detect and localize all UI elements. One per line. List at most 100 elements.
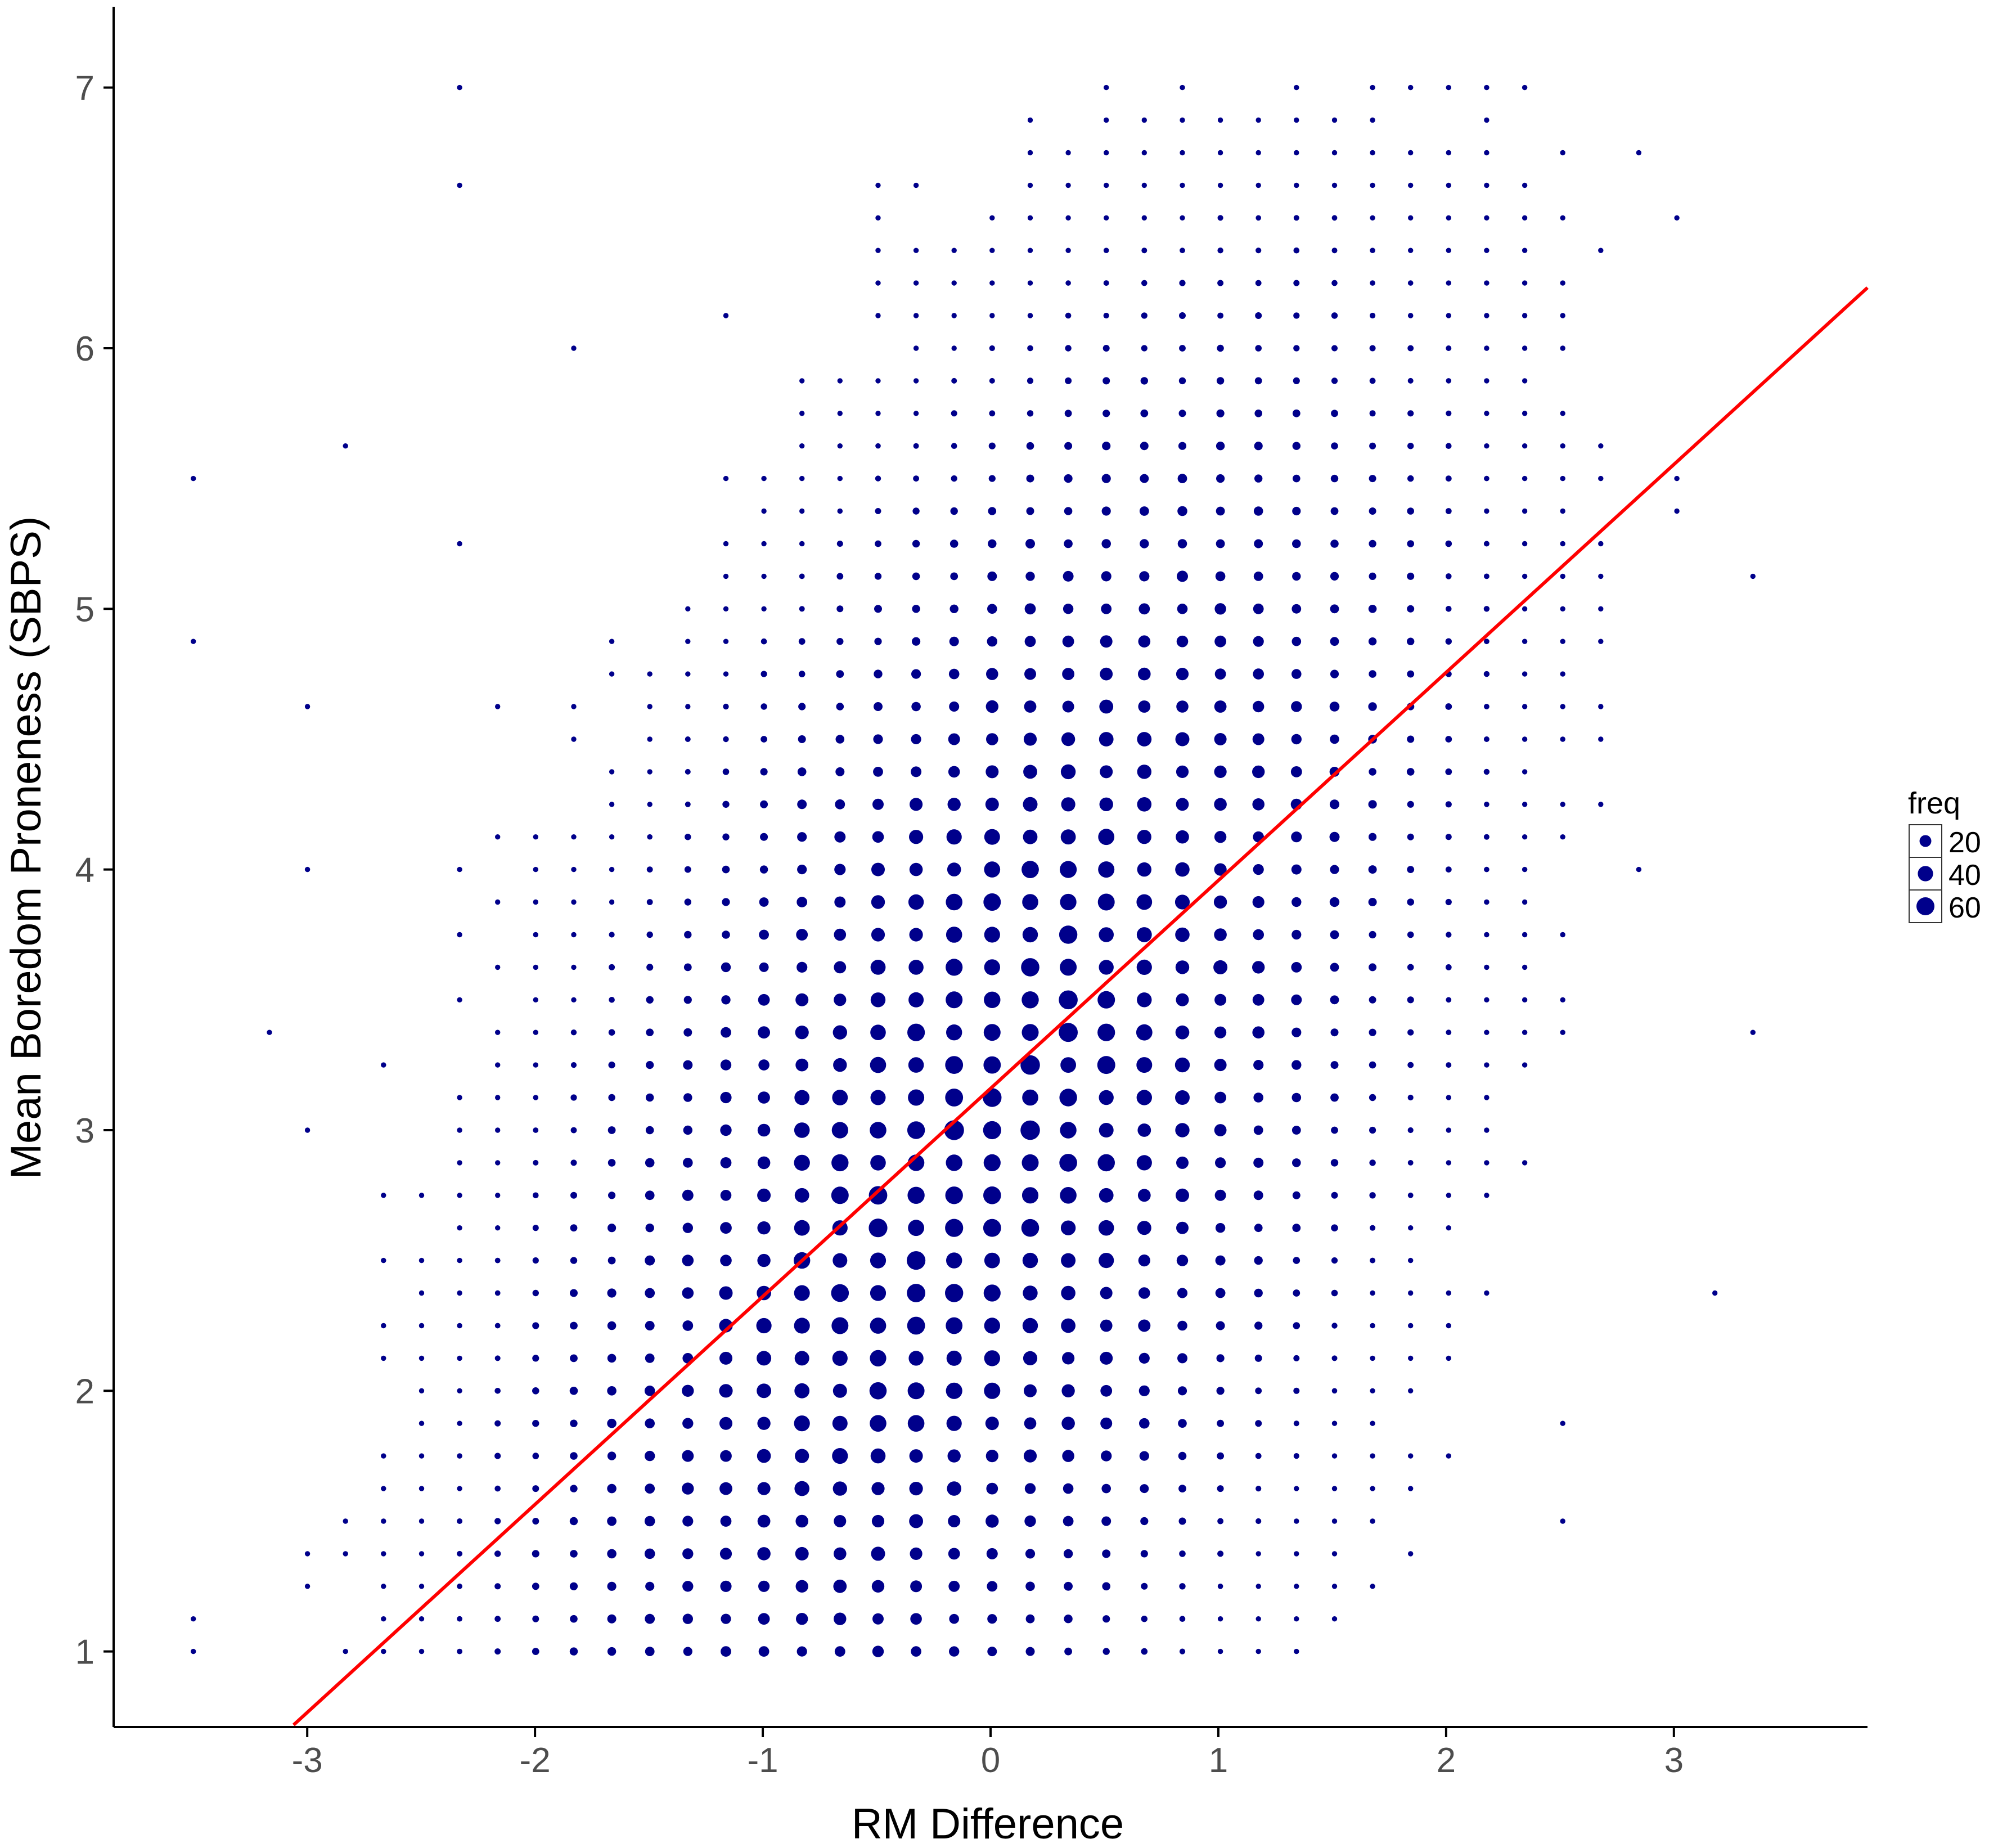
data-point xyxy=(191,639,196,644)
data-point xyxy=(608,1191,616,1199)
data-point xyxy=(457,1095,462,1100)
data-point xyxy=(1598,573,1604,579)
data-point xyxy=(1021,1218,1040,1237)
data-point xyxy=(1214,733,1227,745)
data-point xyxy=(607,1451,616,1460)
data-point xyxy=(1179,1550,1186,1557)
data-point xyxy=(1061,1417,1075,1430)
data-point xyxy=(1292,897,1302,907)
y-tick-label: 6 xyxy=(75,330,94,368)
data-point xyxy=(1560,475,1565,482)
data-point xyxy=(1180,150,1185,156)
data-point xyxy=(569,1582,578,1590)
data-point xyxy=(908,992,924,1008)
data-point xyxy=(1331,1584,1338,1589)
data-point xyxy=(1256,1486,1262,1492)
data-point xyxy=(1370,1486,1375,1491)
data-point xyxy=(685,834,691,840)
data-point xyxy=(1408,215,1414,221)
data-point xyxy=(1024,1417,1037,1429)
data-point xyxy=(720,1059,732,1071)
data-point xyxy=(911,734,921,745)
data-point xyxy=(1256,1551,1261,1557)
data-point xyxy=(1099,1253,1114,1269)
data-point xyxy=(1331,117,1338,123)
data-point xyxy=(571,964,577,970)
data-point xyxy=(1061,1384,1075,1397)
data-point xyxy=(1060,959,1077,976)
data-point xyxy=(870,1024,886,1040)
legend-title: freq xyxy=(1908,786,1960,820)
data-point xyxy=(1254,1321,1263,1330)
data-point xyxy=(1027,377,1034,384)
data-point xyxy=(798,703,806,711)
data-point xyxy=(1370,150,1375,156)
data-point xyxy=(795,993,809,1006)
data-point xyxy=(1099,1123,1114,1137)
data-point xyxy=(1101,474,1111,483)
data-point xyxy=(1407,1192,1414,1198)
data-point xyxy=(1138,1287,1150,1299)
data-point xyxy=(381,1518,386,1524)
data-point xyxy=(1214,863,1227,876)
data-point xyxy=(1253,636,1264,647)
data-point xyxy=(1100,667,1113,681)
data-point xyxy=(1024,603,1036,615)
data-point xyxy=(191,1648,196,1654)
data-point xyxy=(799,411,805,416)
data-point xyxy=(1293,1322,1300,1329)
data-point xyxy=(1674,215,1680,221)
data-point xyxy=(1178,1517,1186,1525)
data-point xyxy=(1446,1355,1451,1361)
data-point xyxy=(832,1383,847,1398)
data-point xyxy=(758,1026,770,1039)
data-point xyxy=(989,215,995,221)
data-point xyxy=(871,928,885,942)
data-point xyxy=(1560,932,1565,938)
data-point xyxy=(1331,410,1338,417)
y-tick-label: 2 xyxy=(75,1372,94,1411)
data-point xyxy=(457,1518,463,1524)
data-point xyxy=(757,1156,771,1170)
data-point xyxy=(834,1547,847,1561)
data-point xyxy=(1180,248,1185,254)
data-point xyxy=(1484,84,1490,91)
data-point xyxy=(570,1419,578,1427)
data-point xyxy=(1097,1154,1115,1172)
data-point xyxy=(945,1056,964,1074)
data-point xyxy=(685,704,691,709)
data-point xyxy=(1483,606,1490,612)
data-point xyxy=(682,1255,694,1266)
data-point xyxy=(1136,1057,1153,1073)
data-point xyxy=(1331,442,1338,449)
data-point xyxy=(908,894,924,910)
data-point xyxy=(796,1646,807,1657)
data-point xyxy=(1214,765,1227,778)
data-point xyxy=(1140,539,1149,548)
data-point xyxy=(834,928,847,941)
data-point xyxy=(1560,736,1565,742)
data-point xyxy=(607,1549,616,1559)
data-point xyxy=(1022,894,1038,910)
data-point xyxy=(1331,215,1338,221)
data-point xyxy=(1294,1486,1299,1491)
data-point xyxy=(760,703,767,710)
data-point xyxy=(1369,768,1376,776)
data-point xyxy=(609,899,615,905)
data-point xyxy=(907,1415,925,1432)
data-point xyxy=(1446,1062,1452,1068)
data-point xyxy=(494,1616,501,1622)
data-point xyxy=(1560,541,1565,547)
data-point xyxy=(1522,769,1528,775)
data-point xyxy=(647,704,652,709)
data-point xyxy=(457,1453,462,1459)
data-point xyxy=(1215,1157,1226,1168)
y-tick-label: 5 xyxy=(75,590,94,629)
data-point xyxy=(834,1612,847,1625)
data-point xyxy=(1484,248,1490,253)
data-point xyxy=(874,669,883,678)
data-point xyxy=(1065,345,1072,352)
data-point xyxy=(1099,732,1114,747)
data-point xyxy=(1024,636,1036,648)
data-point xyxy=(836,573,844,580)
